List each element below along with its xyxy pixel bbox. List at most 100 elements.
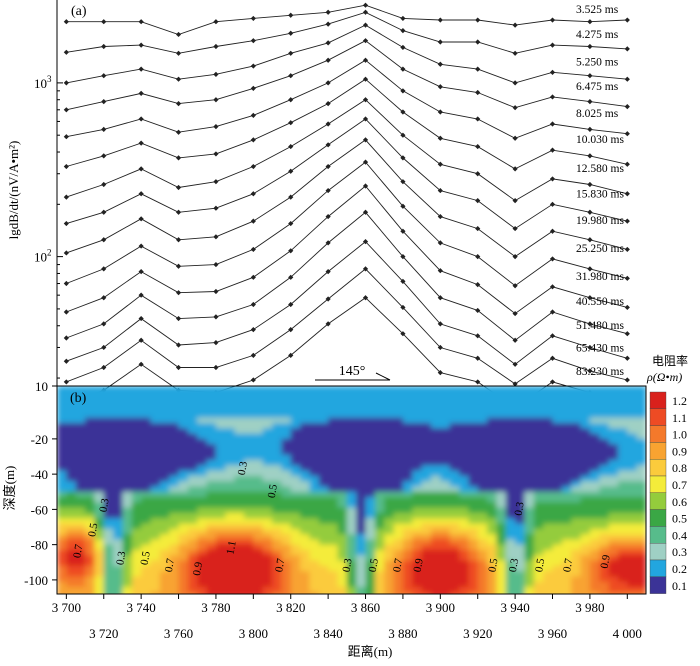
resistivity-cell: [571, 391, 582, 398]
data-point: [512, 337, 518, 343]
data-point: [250, 377, 256, 383]
resistivity-cell: [402, 555, 413, 562]
resistivity-cell: [178, 386, 189, 392]
resistivity-cell: [281, 438, 292, 445]
resistivity-cell: [477, 502, 488, 509]
resistivity-cell: [571, 497, 582, 503]
data-point: [250, 112, 256, 118]
resistivity-cell: [365, 502, 376, 509]
resistivity-cell: [543, 512, 554, 519]
resistivity-cell: [402, 571, 413, 577]
resistivity-cell: [328, 475, 338, 482]
resistivity-cell: [618, 592, 628, 594]
resistivity-cell: [57, 555, 67, 562]
resistivity-cell: [215, 401, 226, 408]
data-point: [400, 132, 406, 138]
resistivity-cell: [66, 523, 77, 530]
resistivity-cell: [57, 465, 67, 472]
resistivity-cell: [113, 571, 123, 577]
resistivity-cell: [197, 507, 208, 514]
resistivity-cell: [580, 581, 591, 588]
resistivity-cell: [328, 417, 338, 424]
resistivity-cell: [393, 486, 404, 493]
resistivity-cell: [393, 449, 404, 456]
resistivity-cell: [524, 391, 535, 398]
resistivity-cell: [187, 433, 198, 440]
data-point: [475, 254, 481, 260]
resistivity-cell: [346, 576, 357, 583]
resistivity-cell: [543, 581, 554, 588]
resistivity-cell: [440, 401, 451, 408]
resistivity-cell: [421, 449, 432, 456]
resistivity-cell: [234, 560, 245, 567]
resistivity-cell: [290, 428, 301, 435]
resistivity-cell: [57, 518, 67, 525]
resistivity-cell: [515, 423, 525, 429]
resistivity-cell: [543, 544, 554, 551]
resistivity-cell: [94, 491, 105, 498]
resistivity-cell: [253, 444, 264, 451]
resistivity-cell: [365, 592, 376, 594]
resistivity-cell: [365, 549, 376, 556]
resistivity-cell: [468, 470, 479, 477]
resistivity-cell: [477, 497, 488, 503]
resistivity-cell: [421, 475, 432, 482]
resistivity-cell: [589, 528, 600, 535]
resistivity-cell: [272, 412, 282, 419]
resistivity-cell: [309, 417, 320, 424]
data-point: [549, 147, 556, 153]
resistivity-cell: [365, 497, 376, 503]
resistivity-cell: [169, 391, 180, 398]
resistivity-cell: [113, 465, 123, 472]
resistivity-cell: [253, 396, 264, 403]
resistivity-cell: [608, 465, 619, 472]
x-tick-label: 3 740: [127, 600, 156, 615]
resistivity-cell: [85, 539, 95, 546]
resistivity-cell: [272, 454, 282, 461]
resistivity-cell: [262, 407, 273, 414]
resistivity-cell: [225, 391, 236, 398]
resistivity-cell: [496, 592, 507, 594]
panel-b-y-ticks: 10-20-40-60-80-100: [24, 379, 57, 588]
resistivity-cell: [66, 386, 77, 392]
resistivity-cell: [253, 428, 264, 435]
resistivity-cell: [552, 486, 563, 493]
data-point: [587, 344, 593, 351]
resistivity-cell: [440, 444, 451, 451]
resistivity-cell: [374, 502, 385, 509]
resistivity-cell: [487, 417, 497, 424]
resistivity-cell: [505, 534, 516, 540]
data-point: [475, 198, 481, 204]
resistivity-cell: [440, 523, 451, 530]
resistivity-cell: [197, 518, 208, 525]
resistivity-cell: [262, 454, 273, 461]
resistivity-cell: [561, 528, 572, 535]
resistivity-cell: [589, 444, 600, 451]
resistivity-cell: [150, 523, 161, 530]
resistivity-cell: [393, 465, 404, 472]
resistivity-cell: [374, 571, 385, 577]
resistivity-cell: [187, 512, 198, 519]
resistivity-cell: [272, 534, 282, 540]
resistivity-cell: [421, 401, 432, 408]
resistivity-cell: [300, 428, 310, 435]
resistivity-cell: [468, 497, 479, 503]
resistivity-cell: [384, 460, 395, 466]
resistivity-cell: [169, 386, 180, 392]
resistivity-cell: [561, 571, 572, 577]
resistivity-cell: [206, 475, 217, 482]
resistivity-cell: [431, 438, 441, 445]
resistivity-cell: [113, 523, 123, 530]
resistivity-cell: [608, 470, 619, 477]
colorbar-label: 1.2: [672, 394, 687, 408]
resistivity-cell: [477, 491, 488, 498]
resistivity-cell: [393, 586, 404, 593]
resistivity-cell: [75, 470, 86, 477]
resistivity-cell: [477, 528, 488, 535]
resistivity-cell: [589, 592, 600, 594]
data-point: [437, 240, 443, 246]
resistivity-cell: [533, 449, 544, 456]
resistivity-cell: [290, 481, 301, 488]
resistivity-cell: [159, 401, 170, 408]
